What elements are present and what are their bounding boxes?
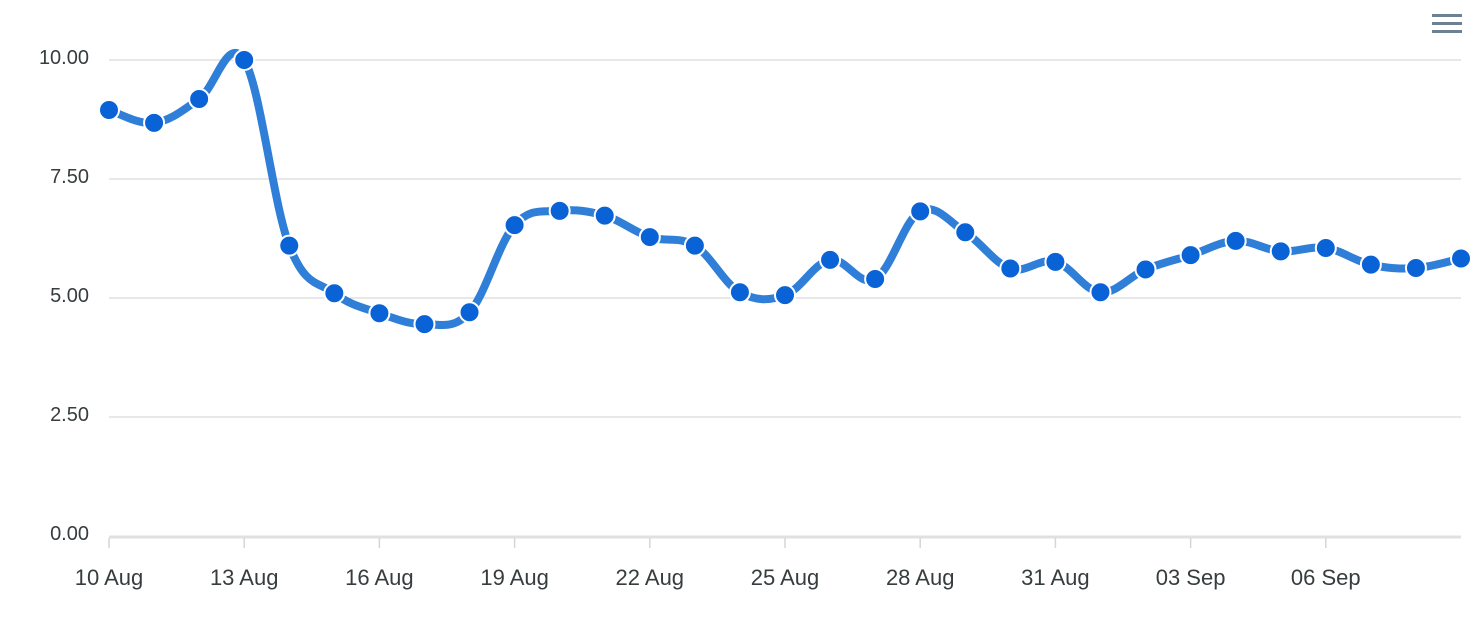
data-point[interactable] [1450,247,1472,270]
data-point[interactable] [593,204,616,227]
data-point[interactable] [143,111,166,134]
x-axis: 10 Aug 13 Aug 16 Aug 19 Aug 22 Aug 25 Aug 28 A… [75,535,1461,590]
data-point[interactable] [1134,258,1157,281]
y-axis: 0.00 2.50 5.00 7.50 10.00 [39,47,89,545]
x-tick-label: 13 Aug [210,565,279,590]
data-point[interactable] [503,214,526,237]
y-tick-label: 0.00 [50,523,89,545]
data-point[interactable] [1089,281,1112,304]
data-point[interactable] [819,248,842,271]
data-point[interactable] [774,284,796,307]
x-tick-label: 19 Aug [480,565,549,590]
data-point[interactable] [1359,253,1382,276]
x-tick-label: 22 Aug [616,565,685,590]
data-point[interactable] [909,200,932,223]
data-point[interactable] [638,226,661,249]
data-point[interactable] [954,221,977,244]
grid-lines [109,59,1461,418]
data-point[interactable] [1269,240,1292,263]
data-point[interactable] [728,281,751,304]
y-tick-label: 2.50 [50,404,89,426]
x-tick-label: 10 Aug [75,565,144,590]
data-point[interactable] [323,282,346,305]
data-point[interactable] [278,234,301,257]
data-point[interactable] [999,257,1022,280]
series [98,48,1472,336]
hamburger-menu-icon[interactable] [1428,8,1466,40]
x-tick-label: 28 Aug [886,565,955,590]
x-tick-label: 16 Aug [345,565,414,590]
y-tick-label: 5.00 [50,285,89,307]
data-point[interactable] [1224,229,1247,252]
data-point[interactable] [368,302,391,325]
x-tick-label: 31 Aug [1021,565,1090,590]
data-point[interactable] [458,301,481,324]
data-point[interactable] [1044,250,1067,273]
menu-bar [1432,22,1462,25]
data-point[interactable] [1314,237,1337,260]
data-point[interactable] [98,98,120,121]
data-point[interactable] [188,88,211,111]
data-point[interactable] [1404,257,1427,280]
data-point[interactable] [413,313,436,336]
x-tick-label: 03 Sep [1156,565,1226,590]
y-tick-label: 7.50 [50,166,89,188]
data-point[interactable] [683,234,706,257]
data-point[interactable] [548,199,571,222]
x-tick-label: 25 Aug [751,565,820,590]
data-point[interactable] [233,49,256,71]
data-point[interactable] [1179,244,1202,267]
y-tick-label: 10.00 [39,47,89,69]
data-point[interactable] [864,267,887,290]
menu-bar [1432,30,1462,33]
x-tick-label: 06 Sep [1291,565,1361,590]
menu-bar [1432,14,1462,17]
